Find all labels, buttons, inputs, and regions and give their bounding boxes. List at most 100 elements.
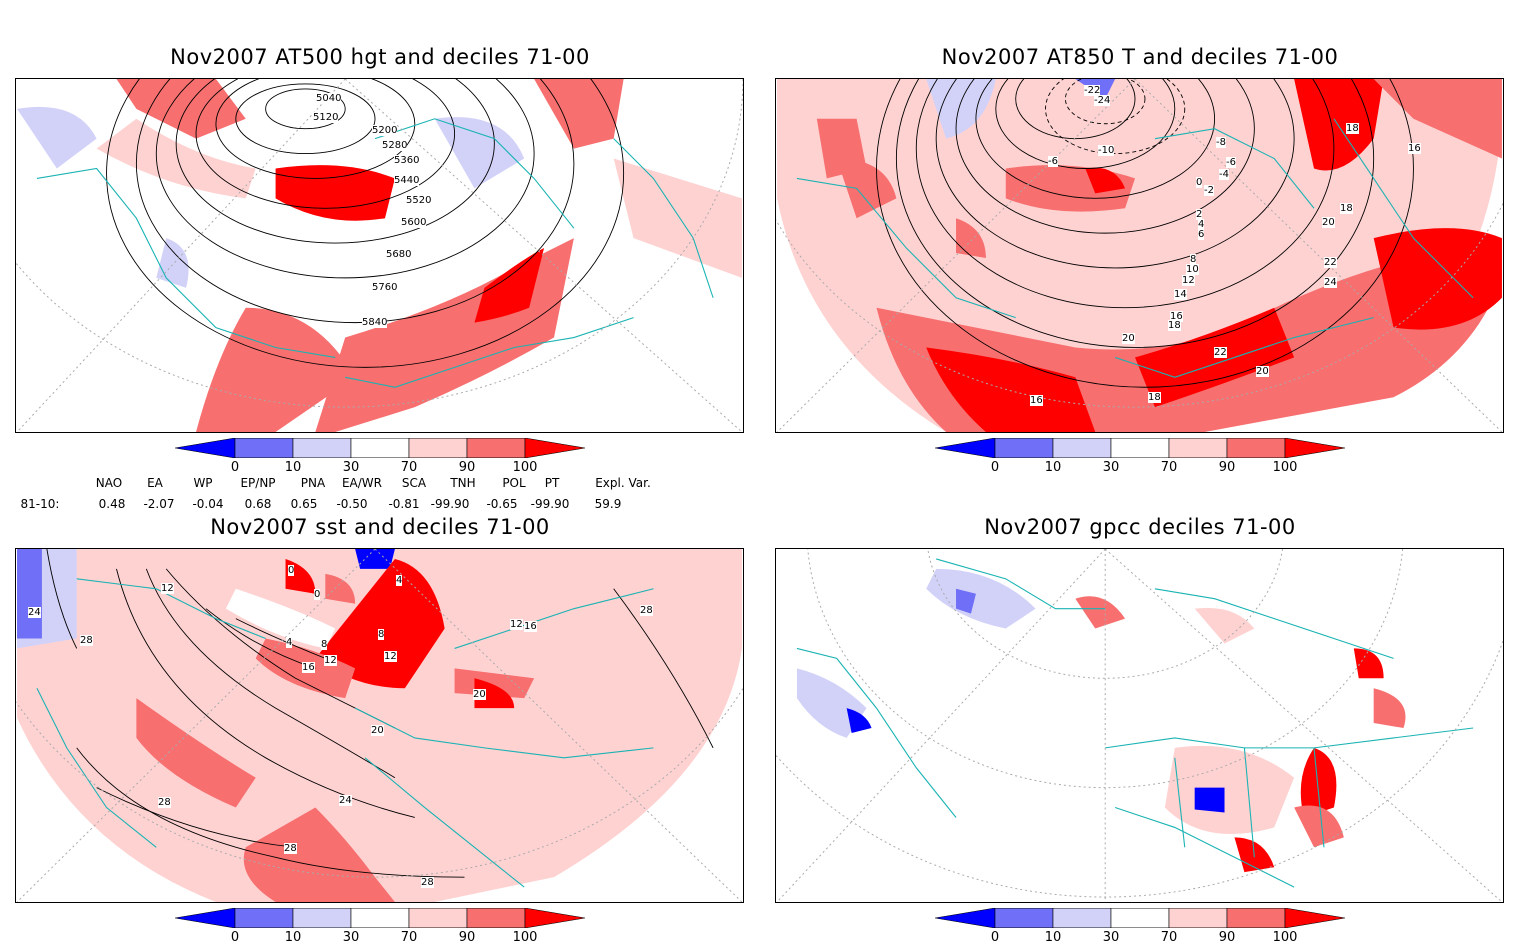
contour-label: 18 bbox=[1168, 320, 1181, 331]
colorbar-tick-label: 0 bbox=[990, 460, 1000, 475]
contour-label: 22 bbox=[1324, 257, 1337, 268]
index-value: -0.65 bbox=[486, 497, 518, 511]
colorbar-tick-label: 90 bbox=[1218, 930, 1236, 945]
colorbar-swatch bbox=[1284, 908, 1346, 928]
contour-label: 8 bbox=[321, 639, 328, 650]
colorbar-swatch bbox=[292, 908, 352, 928]
colorbar-tick-label: 90 bbox=[1218, 460, 1236, 475]
contour-label: 0 bbox=[288, 565, 295, 576]
index-value: -99.90 bbox=[530, 497, 570, 511]
colorbar-swatch bbox=[1168, 908, 1228, 928]
map-gpcc-graphic bbox=[776, 549, 1503, 902]
colorbar-sst-graphic bbox=[175, 908, 586, 928]
colorbar-hgt500-graphic bbox=[175, 438, 586, 458]
contour-label: 16 bbox=[1408, 143, 1421, 154]
colorbar-swatch bbox=[234, 438, 294, 458]
index-value: -0.50 bbox=[336, 497, 368, 511]
colorbar-tick-label: 100 bbox=[512, 930, 538, 945]
colorbar-swatch bbox=[234, 908, 294, 928]
map-hgt500: 5040 5120 5200 5280 5360 5440 5520 5600 … bbox=[15, 78, 744, 433]
colorbar-tick-label: 10 bbox=[1044, 930, 1062, 945]
colorbar-tick-label: 70 bbox=[400, 930, 418, 945]
indices-value-row: 81-10: 0.48 -2.07 -0.04 0.68 0.65 -0.50 … bbox=[0, 497, 700, 513]
index-name: POL bbox=[502, 476, 526, 490]
colorbar-swatch bbox=[524, 438, 586, 458]
colorbar-tick-label: 0 bbox=[230, 930, 240, 945]
colorbar-tick-label: 10 bbox=[284, 460, 302, 475]
colorbar-swatch bbox=[292, 438, 352, 458]
colorbar-swatch bbox=[466, 908, 526, 928]
contour-label: 4 bbox=[1198, 219, 1205, 230]
index-value: 0.68 bbox=[244, 497, 272, 511]
colorbar-tick-label: 70 bbox=[1160, 460, 1178, 475]
contour-label: 20 bbox=[371, 725, 384, 736]
colorbar-swatch bbox=[1110, 438, 1170, 458]
colorbar-tick-label: 30 bbox=[1102, 460, 1120, 475]
contour-label: 24 bbox=[1324, 277, 1337, 288]
contour-label: 28 bbox=[284, 843, 297, 854]
contour-label: 4 bbox=[286, 637, 293, 648]
contour-label: 20 bbox=[1122, 333, 1135, 344]
colorbar-swatch bbox=[175, 908, 236, 928]
index-value: 59.9 bbox=[594, 497, 622, 511]
index-name: SCA bbox=[401, 476, 427, 490]
colorbar-swatch bbox=[935, 438, 996, 458]
contour-label: -6 bbox=[1048, 156, 1058, 167]
index-name: NAO bbox=[95, 476, 123, 490]
contour-label: -8 bbox=[1216, 137, 1226, 148]
contour-label: 20 bbox=[473, 689, 486, 700]
contour-label: 5840 bbox=[362, 317, 388, 328]
colorbar-tick-label: 30 bbox=[342, 930, 360, 945]
contour-label: -4 bbox=[1219, 169, 1229, 180]
contour-label: 12 bbox=[324, 655, 337, 666]
contour-label: 16 bbox=[1170, 311, 1183, 322]
contour-label: 12 bbox=[384, 651, 397, 662]
indices-header-row: NAO EA WP EP/NP PNA EA/WR SCA TNH POL PT… bbox=[0, 476, 700, 492]
colorbar-swatch bbox=[994, 438, 1054, 458]
contour-label: -24 bbox=[1094, 95, 1111, 106]
contour-label: 2 bbox=[1196, 209, 1203, 220]
contour-label: 5120 bbox=[313, 112, 339, 123]
contour-label: 5680 bbox=[386, 249, 412, 260]
contour-label: 16 bbox=[1030, 395, 1043, 406]
colorbar-gpcc-graphic bbox=[935, 908, 1346, 928]
contour-label: 18 bbox=[1346, 123, 1359, 134]
colorbar-swatch bbox=[466, 438, 526, 458]
contour-label: 18 bbox=[1340, 203, 1353, 214]
contour-label: -2 bbox=[1204, 185, 1214, 196]
contour-label: 16 bbox=[524, 621, 537, 632]
contour-label: -22 bbox=[1084, 85, 1101, 96]
contour-label: 0 bbox=[1196, 177, 1203, 188]
contour-label: 5200 bbox=[372, 125, 398, 136]
index-name: EA/WR bbox=[341, 476, 383, 490]
colorbar-swatch bbox=[408, 908, 468, 928]
contour-label: -10 bbox=[1098, 145, 1115, 156]
contour-label: 4 bbox=[396, 575, 403, 586]
panel-title-hgt500: Nov2007 AT500 hgt and deciles 71-00 bbox=[170, 45, 590, 69]
colorbar-gpcc: 0 10 30 70 90 100 bbox=[935, 908, 1355, 948]
contour-label: 5520 bbox=[406, 195, 432, 206]
colorbar-tick-label: 10 bbox=[284, 930, 302, 945]
index-value: 0.48 bbox=[98, 497, 126, 511]
contour-label: 24 bbox=[339, 795, 352, 806]
index-period: 81-10: bbox=[20, 497, 60, 511]
contour-label: 22 bbox=[1214, 347, 1227, 358]
colorbar-swatch bbox=[524, 908, 586, 928]
map-t850-graphic bbox=[776, 79, 1503, 432]
contour-label: 8 bbox=[1190, 254, 1197, 265]
contour-label: 12 bbox=[1182, 275, 1195, 286]
contour-label: 20 bbox=[1256, 366, 1269, 377]
contour-label: 16 bbox=[302, 662, 315, 673]
colorbar-swatch bbox=[350, 438, 410, 458]
map-t850: -22 -24 -10 -8 -6 -6 -4 -2 0 2 4 6 8 10 … bbox=[775, 78, 1504, 433]
contour-label: 28 bbox=[80, 635, 93, 646]
contour-label: 24 bbox=[28, 607, 41, 618]
contour-label: 12 bbox=[161, 583, 174, 594]
index-name: PT bbox=[544, 476, 560, 490]
colorbar-tick-label: 90 bbox=[458, 460, 476, 475]
colorbar-tick-label: 70 bbox=[1160, 930, 1178, 945]
contour-label: 14 bbox=[1174, 289, 1187, 300]
colorbar-tick-label: 90 bbox=[458, 930, 476, 945]
colorbar-tick-label: 100 bbox=[512, 460, 538, 475]
colorbar-swatch bbox=[1168, 438, 1228, 458]
